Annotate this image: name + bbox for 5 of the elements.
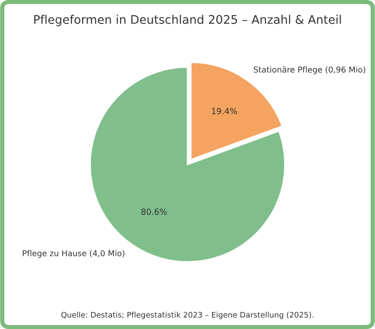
chart-title: Pflegeformen in Deutschland 2025 – Anzahl & Anteil <box>34 14 341 26</box>
data-label: 19.4% <box>212 108 238 114</box>
data-label: 80.6% <box>141 208 167 215</box>
slice-label: Pflege zu Hause (4,0 Mio) <box>22 250 124 258</box>
slice-label: Stationäre Pflege (0,96 Mio) <box>254 66 366 74</box>
